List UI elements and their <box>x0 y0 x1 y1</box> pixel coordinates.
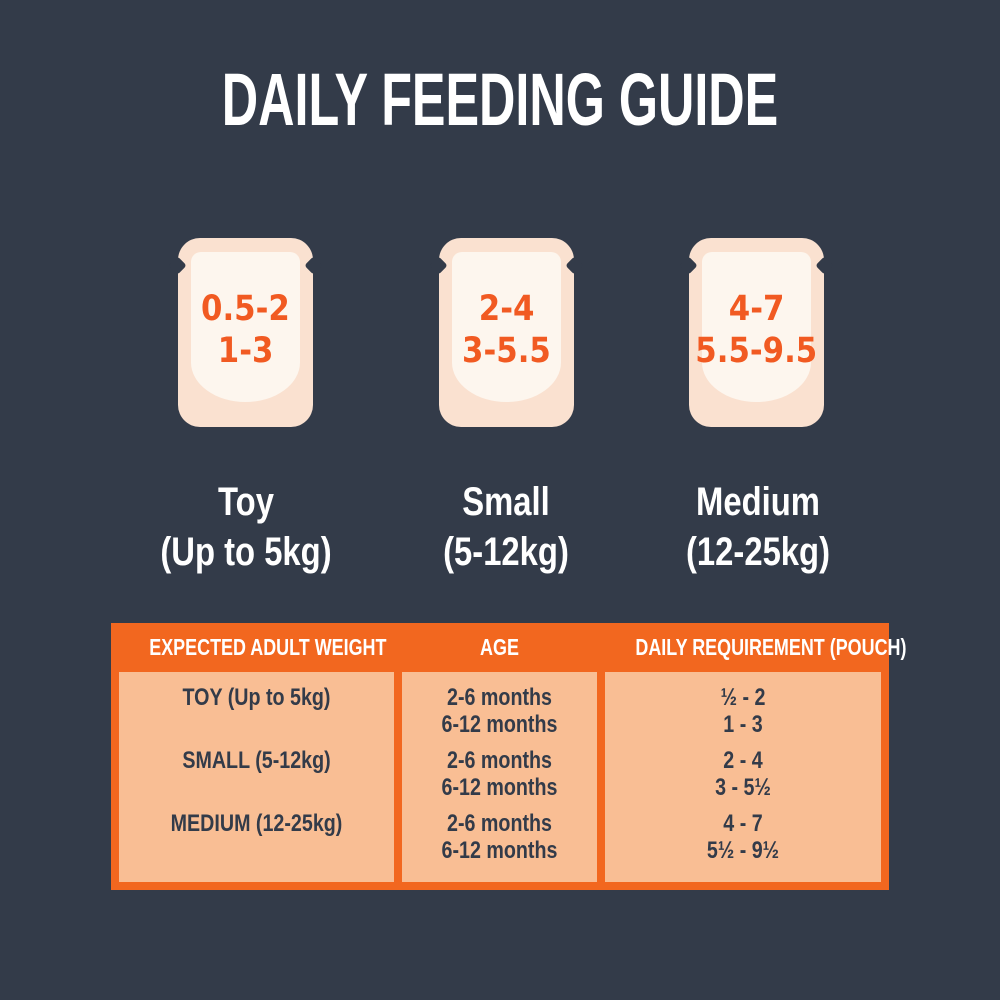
age-value: 6-12 months <box>441 774 558 801</box>
page-title: DAILY FEEDING GUIDE <box>221 58 779 141</box>
weight-label: SMALL (5-12kg) <box>182 747 331 774</box>
header-age: AGE <box>480 634 519 660</box>
header-daily-requirement: DAILY REQUIREMENT (POUCH) <box>635 634 907 660</box>
requirement-value: 3 - 5½ <box>715 774 771 801</box>
size-name: Medium <box>696 480 820 524</box>
pouch-weight-range: 2-4 <box>478 288 535 329</box>
label-small: Small (5-12kg) <box>356 477 656 577</box>
size-weight-range: (5-12kg) <box>443 530 569 574</box>
feeding-table: EXPECTED ADULT WEIGHT AGE DAILY REQUIREM… <box>111 623 907 890</box>
requirement-value: 1 - 3 <box>723 711 763 738</box>
requirement-group-medium: 4 - 7 5½ - 9½ <box>605 810 881 864</box>
requirement-group-toy: ½ - 2 1 - 3 <box>605 684 881 738</box>
weight-group-medium: MEDIUM (12-25kg) <box>119 810 394 864</box>
size-name: Small <box>462 480 550 524</box>
requirement-value: 4 - 7 <box>723 810 763 837</box>
pouch-daily-range: 1-3 <box>217 330 274 371</box>
weight-group-toy: TOY (Up to 5kg) <box>119 684 394 738</box>
column-daily-requirement: ½ - 2 1 - 3 2 - 4 3 - 5½ 4 - 7 5½ - 9½ <box>605 672 881 882</box>
requirement-value: 5½ - 9½ <box>706 837 780 864</box>
age-group-toy: 2-6 months 6-12 months <box>402 684 597 738</box>
age-value: 2-6 months <box>447 810 552 837</box>
tear-notch-left-icon <box>679 256 698 275</box>
pouch-toy: 0.5-2 1-3 <box>168 238 323 427</box>
pouch-weight-range: 0.5-2 <box>201 288 290 329</box>
pouch-panel: 2-4 3-5.5 <box>452 252 561 402</box>
tear-notch-right-icon <box>565 256 584 275</box>
pouch-small: 2-4 3-5.5 <box>429 238 584 427</box>
age-value: 6-12 months <box>441 711 558 738</box>
pouch-panel: 0.5-2 1-3 <box>191 252 300 402</box>
tear-notch-left-icon <box>168 256 187 275</box>
weight-label: TOY (Up to 5kg) <box>182 684 331 711</box>
tear-notch-left-icon <box>429 256 448 275</box>
requirement-group-small: 2 - 4 3 - 5½ <box>605 747 881 801</box>
table-body: TOY (Up to 5kg) SMALL (5-12kg) MEDIUM (1… <box>111 672 889 882</box>
pouch-weight-range: 4-7 <box>728 288 785 329</box>
pouch-panel: 4-7 5.5-9.5 <box>696 252 817 402</box>
size-weight-range: (12-25kg) <box>685 530 831 574</box>
age-value: 6-12 months <box>441 837 558 864</box>
age-group-medium: 2-6 months 6-12 months <box>402 810 597 864</box>
table-header-row: EXPECTED ADULT WEIGHT AGE DAILY REQUIREM… <box>111 623 907 672</box>
size-name: Toy <box>218 480 274 524</box>
age-value: 2-6 months <box>447 747 552 774</box>
weight-label: MEDIUM (12-25kg) <box>170 810 343 837</box>
column-expected-adult-weight: TOY (Up to 5kg) SMALL (5-12kg) MEDIUM (1… <box>119 672 394 882</box>
requirement-value: ½ - 2 <box>720 684 766 711</box>
pouch-medium: 4-7 5.5-9.5 <box>679 238 834 427</box>
age-group-small: 2-6 months 6-12 months <box>402 747 597 801</box>
tear-notch-right-icon <box>304 256 323 275</box>
pouch-daily-range: 3-5.5 <box>462 330 551 371</box>
label-toy: Toy (Up to 5kg) <box>96 477 396 577</box>
header-expected-adult-weight: EXPECTED ADULT WEIGHT <box>149 634 387 660</box>
age-value: 2-6 months <box>447 684 552 711</box>
weight-group-small: SMALL (5-12kg) <box>119 747 394 801</box>
label-medium: Medium (12-25kg) <box>608 477 908 577</box>
requirement-value: 2 - 4 <box>723 747 763 774</box>
size-weight-range: (Up to 5kg) <box>160 530 332 574</box>
pouch-daily-range: 5.5-9.5 <box>695 330 818 371</box>
tear-notch-right-icon <box>815 256 834 275</box>
column-age: 2-6 months 6-12 months 2-6 months 6-12 m… <box>402 672 597 882</box>
